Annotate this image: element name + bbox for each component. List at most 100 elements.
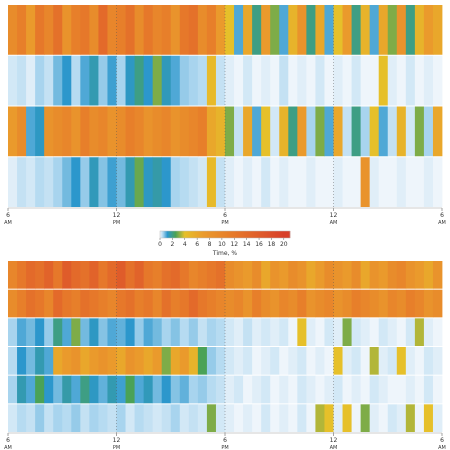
heat-cell: [44, 55, 54, 106]
heat-cell: [306, 404, 316, 432]
heat-cell: [243, 157, 253, 207]
heat-cell: [360, 318, 371, 346]
heat-cell: [26, 347, 36, 375]
heat-cell: [378, 404, 389, 432]
heat-cell: [351, 375, 362, 404]
heat-cell: [179, 55, 190, 106]
heat-cell: [197, 375, 208, 404]
heat-cell: [188, 157, 199, 207]
heat-cell: [197, 261, 208, 289]
heat-cell: [270, 5, 280, 55]
heat-cell: [89, 157, 99, 207]
heat-cell: [306, 375, 316, 404]
heat-cell: [8, 404, 18, 432]
colorbar-segment: [221, 231, 223, 238]
colorbar-tick-label: 14: [243, 241, 251, 248]
heat-cell: [125, 157, 135, 207]
heat-cell: [225, 55, 235, 106]
colorbar-tick-label: 20: [280, 241, 288, 248]
heat-cell: [279, 318, 289, 346]
heat-cell: [252, 261, 262, 289]
heat-cell: [143, 5, 154, 55]
heat-cell: [179, 375, 190, 404]
x-tick-label: 12: [113, 437, 121, 444]
heat-cell: [387, 347, 398, 375]
x-tick-period: AM: [330, 445, 338, 450]
heat-cell: [71, 5, 81, 55]
heat-cell: [89, 318, 99, 346]
heat-cell: [89, 347, 99, 375]
heat-cell: [98, 55, 108, 106]
heat-cell: [26, 157, 36, 207]
heat-cell: [387, 55, 398, 106]
heat-cell: [134, 5, 145, 55]
heat-cell: [98, 106, 108, 157]
heat-cell: [252, 318, 262, 346]
colorbar-segment: [244, 231, 246, 238]
x-tick-label: 6: [6, 437, 10, 444]
heat-cell: [342, 106, 352, 157]
heat-cell: [152, 106, 163, 157]
heat-cell: [116, 106, 126, 157]
heat-cell: [161, 318, 172, 346]
heat-cell: [315, 261, 325, 289]
colorbar-segment: [188, 231, 190, 238]
heat-cell: [288, 318, 298, 346]
colorbar-segment: [173, 231, 175, 238]
heat-cell: [351, 55, 362, 106]
heat-cell: [342, 404, 352, 432]
heat-cell: [252, 404, 262, 432]
heat-cell: [324, 106, 334, 157]
colorbar-segment: [245, 231, 247, 238]
heat-cell: [170, 261, 181, 289]
heat-cell: [279, 375, 289, 404]
heat-cell: [387, 157, 398, 207]
heat-cell: [234, 404, 244, 432]
heat-cell: [414, 5, 425, 55]
heat-cell: [170, 106, 181, 157]
heat-cell: [89, 289, 99, 318]
heat-cell: [360, 157, 371, 207]
heat-cell: [297, 106, 307, 157]
heat-cell: [179, 347, 190, 375]
heat-cell: [89, 261, 99, 289]
x-tick-period: AM: [4, 220, 12, 226]
colorbar-segment: [252, 231, 254, 238]
heat-cell: [333, 289, 343, 318]
heat-cell: [107, 404, 117, 432]
heat-cell: [225, 5, 235, 55]
heat-cell: [125, 5, 135, 55]
heat-cell: [44, 347, 54, 375]
colorbar-segment: [263, 231, 265, 238]
heat-cell: [35, 289, 45, 318]
heat-cell: [432, 55, 443, 106]
heat-cell: [270, 261, 280, 289]
heat-cell: [396, 375, 407, 404]
x-tick-label: 6: [6, 212, 10, 219]
heat-cell: [405, 404, 416, 432]
heat-cell: [378, 289, 389, 318]
heat-cell: [369, 261, 380, 289]
colorbar-segment: [164, 231, 166, 238]
colorbar-segment: [230, 231, 232, 238]
heat-cell: [378, 5, 389, 55]
heat-cell: [324, 5, 334, 55]
heat-cell: [188, 375, 199, 404]
heat-cell: [243, 106, 253, 157]
colorbar-segment: [182, 231, 184, 238]
heat-cell: [197, 106, 208, 157]
colorbar-segment: [180, 231, 182, 238]
heat-cell: [206, 375, 217, 404]
heat-cell: [360, 5, 371, 55]
heat-cell: [342, 347, 352, 375]
colorbar-segment: [234, 231, 236, 238]
heat-cell: [53, 106, 63, 157]
heat-cell: [206, 318, 217, 346]
colorbar-segment: [266, 231, 268, 238]
heat-cell: [26, 318, 36, 346]
colorbar-segment: [236, 231, 238, 238]
colorbar-tick-label: 4: [183, 241, 187, 248]
heat-cell: [396, 289, 407, 318]
colorbar-segment: [257, 231, 259, 238]
heat-cell: [17, 5, 27, 55]
